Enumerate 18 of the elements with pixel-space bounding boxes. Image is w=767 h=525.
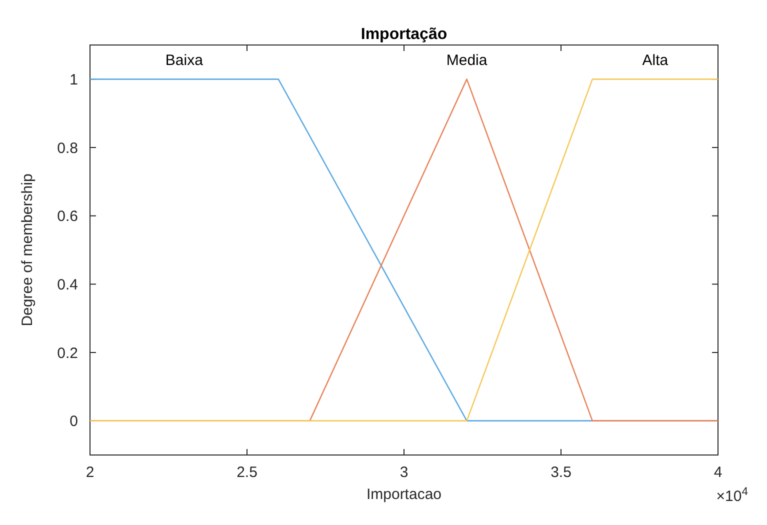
y-tick-label: 0	[70, 413, 78, 430]
x-tick-label: 4	[714, 464, 722, 481]
y-axis-title: Degree of membership	[19, 174, 36, 326]
y-tick-label: 0.2	[57, 344, 78, 362]
x-axis-title: Importacao	[366, 486, 442, 503]
x-tick-label: 3	[400, 464, 408, 481]
x-tick-label: 2.5	[236, 464, 258, 481]
x-tick-label: 3.5	[550, 464, 572, 481]
y-tick-label: 0.6	[57, 208, 78, 226]
text: ×10$^{4}$	[716, 486, 748, 505]
chart-title: Importação	[360, 26, 448, 43]
y-tick-label: 0.4	[57, 276, 78, 294]
series-label: Baixa	[165, 52, 204, 70]
y-tick-label: 1	[70, 71, 78, 88]
x-tick-label: 2	[86, 464, 94, 481]
series-label: Media	[446, 52, 488, 70]
y-tick-label: 0.8	[57, 140, 78, 157]
series-label: Alta	[642, 52, 669, 70]
